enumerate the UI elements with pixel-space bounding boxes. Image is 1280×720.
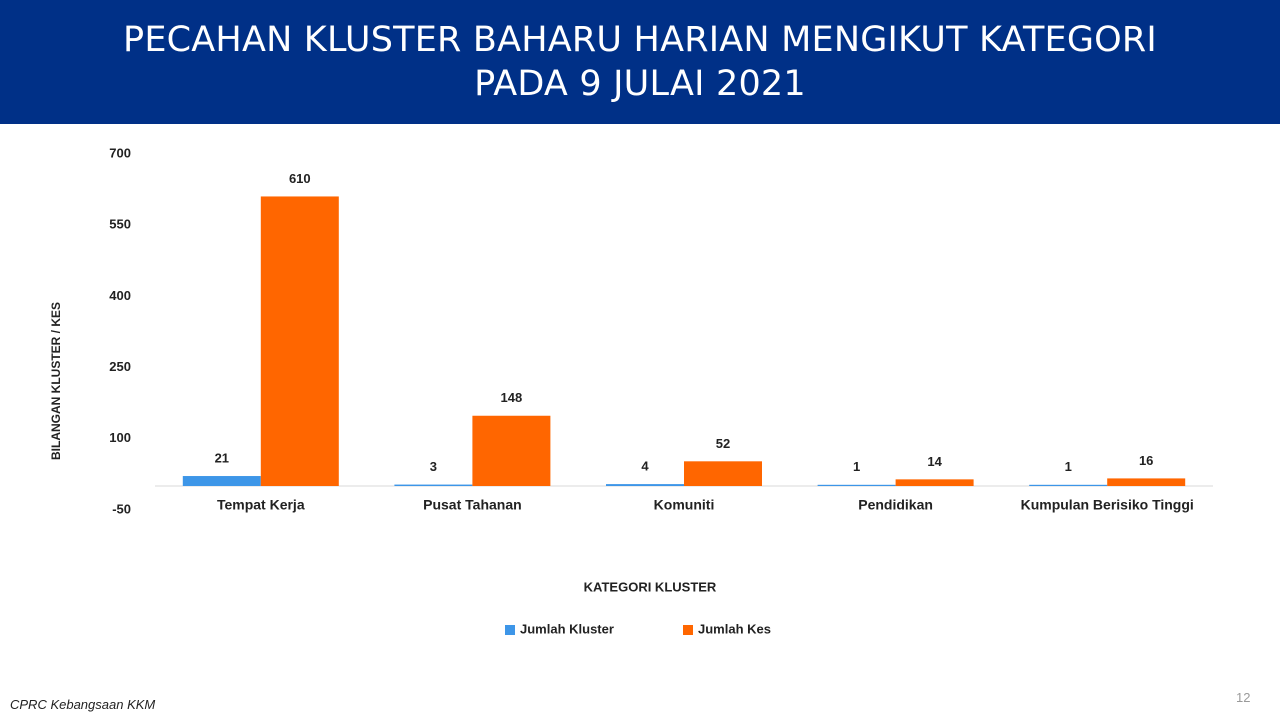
legend-label: Jumlah Kluster <box>520 621 614 636</box>
bar-jumlah-kluster <box>1029 484 1108 486</box>
legend-label: Jumlah Kes <box>698 621 771 636</box>
data-label: 1 <box>1065 459 1072 474</box>
y-tick-label: 700 <box>109 145 131 160</box>
bar-jumlah-kes <box>472 415 551 486</box>
y-tick-label: 250 <box>109 359 131 374</box>
y-tick-label: 550 <box>109 217 131 232</box>
bar-jumlah-kluster <box>817 484 896 486</box>
y-axis-title: BILANGAN KLUSTER / KES <box>49 302 63 460</box>
x-tick-label: Komuniti <box>654 497 715 513</box>
data-label: 3 <box>430 459 437 474</box>
bar-jumlah-kes <box>684 461 762 486</box>
source-footnote: CPRC Kebangsaan KKM <box>10 697 156 712</box>
bar-jumlah-kluster <box>606 484 684 486</box>
slide-title-line-1: PECAHAN KLUSTER BAHARU HARIAN MENGIKUT K… <box>123 20 1157 60</box>
data-label: 52 <box>716 436 730 451</box>
bar-jumlah-kluster <box>182 476 261 486</box>
page-number: 12 <box>1236 690 1251 705</box>
slide-header: PECAHAN KLUSTER BAHARU HARIAN MENGIKUT K… <box>0 0 1280 124</box>
data-label: 16 <box>1139 453 1153 468</box>
x-tick-label: Pusat Tahanan <box>423 497 522 513</box>
x-tick-label: Kumpulan Berisiko Tinggi <box>1021 497 1194 513</box>
data-label: 14 <box>927 454 942 469</box>
y-tick-label: -50 <box>112 501 131 516</box>
data-label: 4 <box>641 459 649 474</box>
y-tick-label: 400 <box>109 288 131 303</box>
data-label: 610 <box>289 171 311 186</box>
data-label: 148 <box>501 390 523 405</box>
y-tick-label: 100 <box>109 430 131 445</box>
legend-swatch-jumlah-kes <box>683 625 693 635</box>
x-tick-label: Pendidikan <box>858 497 933 513</box>
data-label: 21 <box>215 450 229 465</box>
data-label: 1 <box>853 459 860 474</box>
bar-jumlah-kes <box>1107 478 1186 486</box>
slide-title-line-2: PADA 9 JULAI 2021 <box>474 64 806 104</box>
bar-chart: -50 100 250 400 550 700 BILANGAN KLUSTER / KES… <box>49 145 1213 636</box>
legend-swatch-jumlah-kluster <box>505 625 515 635</box>
x-axis-title: KATEGORI KLUSTER <box>584 579 717 594</box>
bar-jumlah-kes <box>895 479 974 486</box>
bar-jumlah-kes <box>260 196 339 486</box>
bar-jumlah-kluster <box>394 484 473 486</box>
x-tick-label: Tempat Kerja <box>217 497 305 513</box>
